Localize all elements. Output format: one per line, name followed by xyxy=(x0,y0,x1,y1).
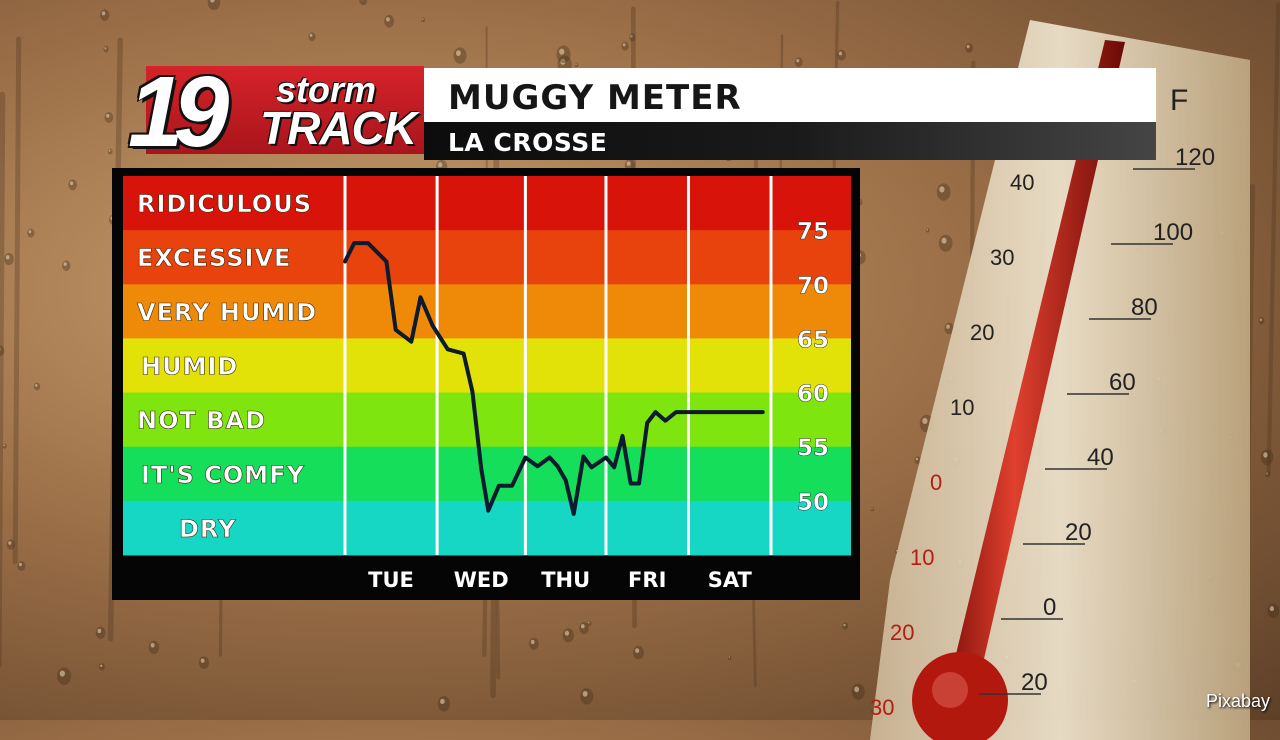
thermometer-f-label: 80 xyxy=(1131,294,1158,321)
band-label: VERY HUMID xyxy=(137,298,317,326)
band-label: HUMID xyxy=(141,353,238,381)
thermometer-c-label: 20 xyxy=(890,620,914,645)
location-label: LA CROSSE xyxy=(448,128,607,157)
x-tick-label: WED xyxy=(454,568,509,592)
thermometer-f-label: 120 xyxy=(1175,144,1215,171)
thermometer-c-label: 30 xyxy=(870,695,894,720)
thermometer-f-label: 100 xyxy=(1153,219,1193,246)
x-tick-label: THU xyxy=(541,568,590,592)
location-bar: LA CROSSE xyxy=(424,122,1156,160)
thermometer-c-label: 30 xyxy=(990,245,1014,270)
logo-number: 19 xyxy=(128,62,219,162)
y-tick-label: 70 xyxy=(797,273,829,299)
thermometer-f-label: 20 xyxy=(1065,519,1092,546)
y-tick-label: 65 xyxy=(797,327,829,353)
y-tick-label: 60 xyxy=(797,382,829,408)
chart-title: MUGGY METER xyxy=(448,78,742,118)
y-tick-label: 55 xyxy=(797,436,829,462)
thermometer-c-label: 40 xyxy=(1010,170,1034,195)
x-tick-label: SAT xyxy=(708,568,753,592)
band-label: IT'S COMFY xyxy=(141,461,305,489)
thermometer-c-label: 20 xyxy=(970,320,994,345)
x-tick-label: FRI xyxy=(628,568,666,592)
thermometer-f-label: 0 xyxy=(1043,594,1056,621)
chart-panel: RIDICULOUS EXCESSIVE VERY HUMID HUMID NOT BA… xyxy=(112,168,860,600)
thermometer-c-label: 10 xyxy=(950,395,974,420)
thermometer-unit: F xyxy=(1170,84,1188,117)
thermometer-f-label: 20 xyxy=(1021,669,1048,696)
band-label: RIDICULOUS xyxy=(137,190,312,218)
band-label: EXCESSIVE xyxy=(137,244,291,272)
band-label: NOT BAD xyxy=(137,407,266,435)
x-tick-label: TUE xyxy=(368,568,414,592)
logo-track-text: TRACK xyxy=(260,104,416,152)
y-tick-label: 75 xyxy=(797,219,829,245)
thermometer-c-label: 10 xyxy=(910,545,934,570)
station-logo: 19 storm TRACK xyxy=(128,66,424,162)
muggy-chart: RIDICULOUS EXCESSIVE VERY HUMID HUMID NOT BA… xyxy=(112,168,860,600)
thermometer-c-label: 0 xyxy=(930,470,942,495)
thermometer-f-label: 40 xyxy=(1087,444,1114,471)
band-label: DRY xyxy=(179,515,236,543)
photo-credit: Pixabay xyxy=(1206,691,1270,712)
thermometer-f-label: 60 xyxy=(1109,369,1136,396)
y-tick-label: 50 xyxy=(797,490,829,516)
title-bar: MUGGY METER xyxy=(424,68,1156,122)
